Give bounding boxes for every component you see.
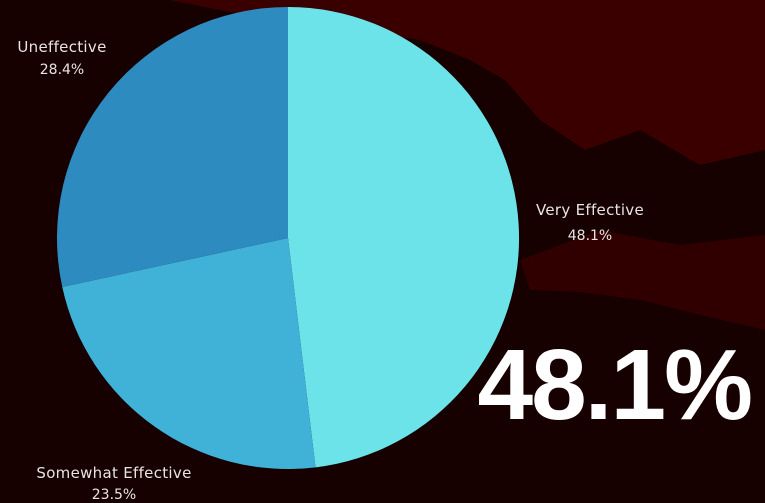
slice-uneffective xyxy=(56,7,289,287)
value-somewhat-effective: 23.5% xyxy=(92,487,136,503)
slice-very-effective xyxy=(288,6,520,468)
slice-somewhat-effective xyxy=(62,238,316,470)
backdrop-shape-right xyxy=(520,230,765,330)
backdrop-shape-top xyxy=(170,0,765,165)
value-uneffective: 28.4% xyxy=(40,62,84,78)
label-uneffective: Uneffective xyxy=(17,38,106,56)
value-very-effective: 48.1% xyxy=(568,228,612,244)
label-somewhat-effective: Somewhat Effective xyxy=(36,464,191,482)
label-very-effective: Very Effective xyxy=(536,201,644,219)
highlight-percentage: 48.1% xyxy=(477,329,753,441)
